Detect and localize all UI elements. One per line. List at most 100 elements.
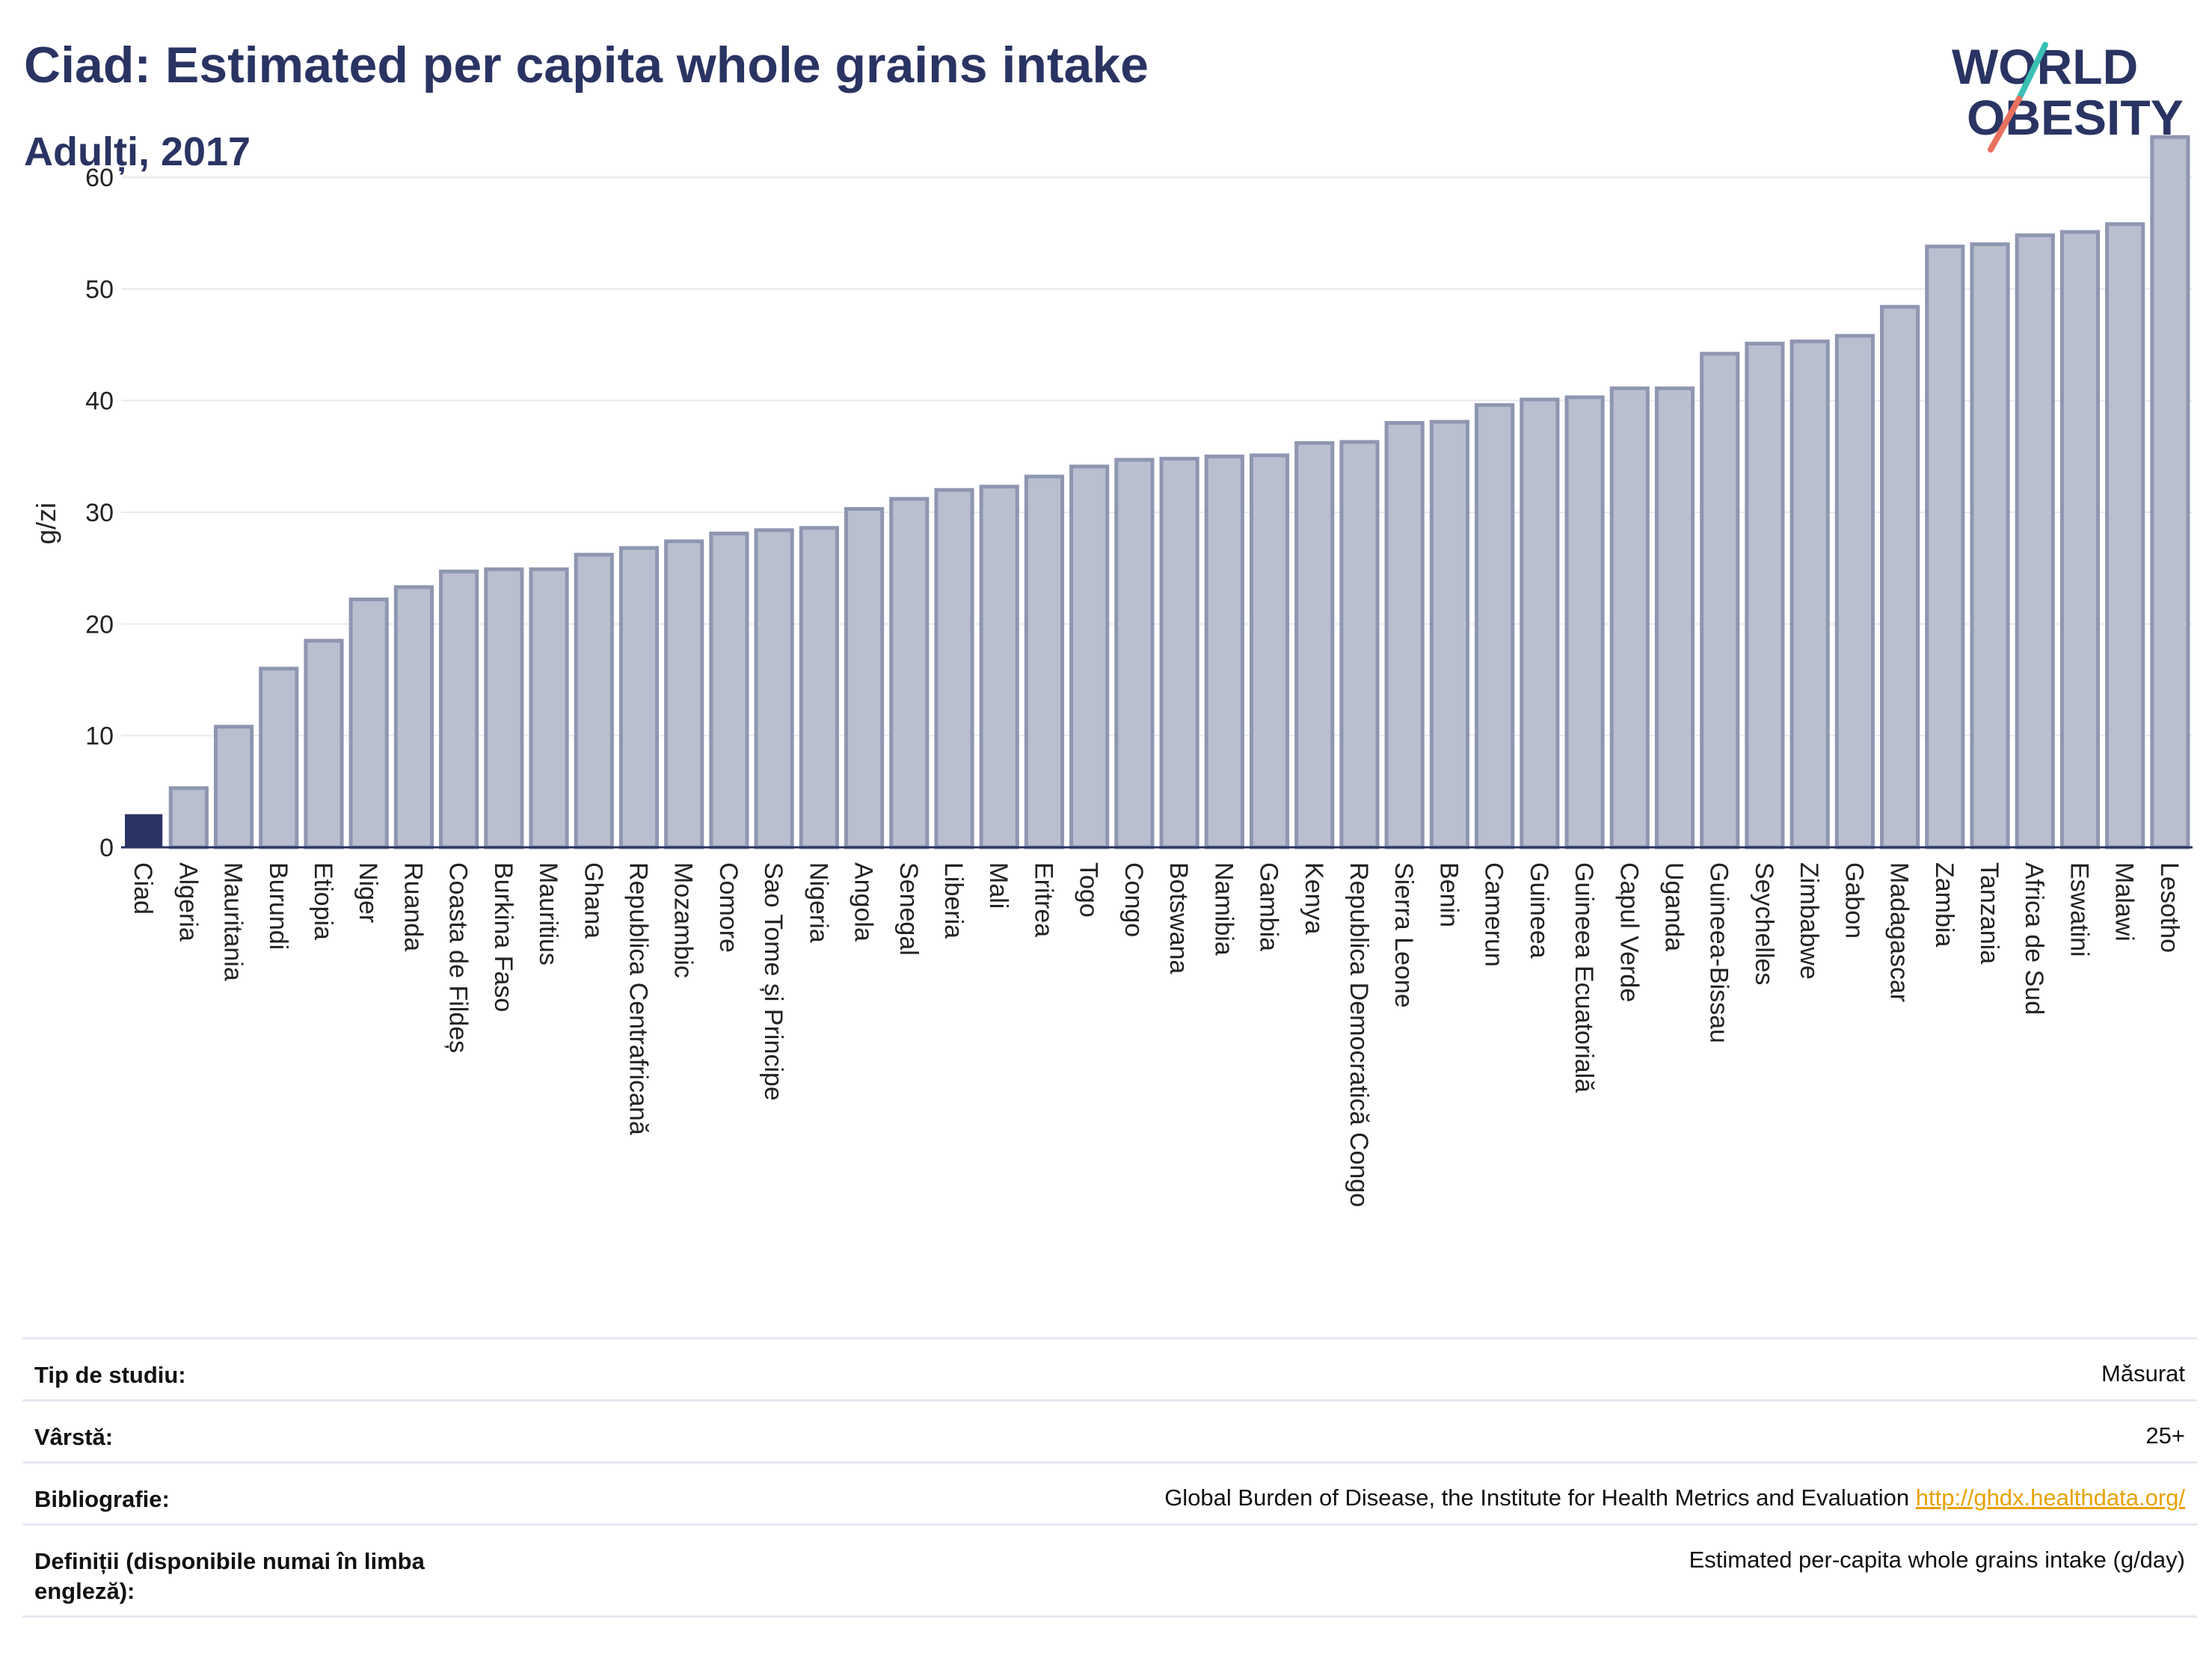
- bar-mauritius: [529, 567, 569, 850]
- x-tick-label: Eritrea: [1029, 862, 1057, 937]
- bibliography-link[interactable]: http://ghdx.healthdata.org/: [1915, 1484, 2185, 1511]
- bar-malawi: [2105, 222, 2145, 850]
- meta-row-study-type: Tip de studiu: Măsurat: [22, 1337, 2197, 1399]
- x-tick-label: Etiopia: [309, 862, 337, 940]
- x-tick-label: Guineea: [1525, 862, 1553, 959]
- meta-row-definitions: Definiții (disponibile numai în limba en…: [22, 1523, 2197, 1618]
- bar-burundi: [259, 666, 299, 850]
- y-tick-label: 60: [85, 164, 114, 192]
- bar-camerun: [1475, 403, 1515, 850]
- bar-ghana: [574, 553, 614, 850]
- x-tick-label: Zimbabwe: [1795, 862, 1823, 980]
- y-tick-label: 0: [99, 834, 114, 862]
- x-tick-label: Malawi: [2110, 862, 2139, 942]
- y-axis-label: g/zi: [31, 503, 61, 544]
- x-tick-label: Tanzania: [1975, 862, 2003, 964]
- x-tick-label: Uganda: [1660, 862, 1689, 951]
- x-tick-label: Congo: [1119, 862, 1148, 937]
- bibliography-label: Bibliografie:: [34, 1486, 170, 1512]
- x-tick-label: Togo: [1075, 862, 1103, 918]
- meta-row-age: Vârstă: 25+: [22, 1399, 2197, 1461]
- x-tick-label: Republica Democratică Congo: [1345, 862, 1373, 1207]
- bibliography-value: Global Burden of Disease, the Institute …: [1164, 1484, 2185, 1511]
- x-tick-label: Madagascar: [1885, 862, 1914, 1002]
- bar-republica-centrafricană: [618, 546, 660, 850]
- y-tick-label: 30: [85, 499, 114, 527]
- bar-eritrea: [1024, 474, 1065, 850]
- bar-zambia: [1925, 245, 1965, 850]
- logo-slash-coral: [1988, 96, 2022, 153]
- x-tick-label: Capul Verde: [1615, 862, 1643, 1002]
- bar-angola: [844, 507, 885, 850]
- bar-ruanda: [393, 585, 434, 850]
- bar-gambia: [1249, 453, 1290, 850]
- bar-liberia: [934, 488, 974, 850]
- x-tick-label: Zambia: [1930, 862, 1958, 947]
- bar-congo: [1114, 458, 1155, 850]
- bar-uganda: [1654, 386, 1695, 850]
- bar-republica-democratică-congo: [1339, 440, 1380, 850]
- x-tick-label: Angola: [850, 862, 878, 942]
- x-tick-label: Guineea Ecuatorială: [1570, 862, 1598, 1093]
- world-obesity-logo: WORLD OBESITY: [1952, 39, 2184, 153]
- definitions-label: Definiții (disponibile numai în limba en…: [34, 1548, 425, 1604]
- y-axis-ticks: 0 10 20 30 40 50 60: [85, 164, 114, 862]
- bar-kenya: [1294, 440, 1335, 850]
- x-tick-label: Coasta de Fildeș: [444, 862, 473, 1053]
- x-tick-label: Niger: [354, 862, 382, 923]
- age-label: Vârstă:: [34, 1424, 114, 1450]
- bar-togo: [1069, 464, 1110, 850]
- bar-senegal: [889, 497, 930, 850]
- x-tick-label: Namibia: [1209, 862, 1238, 956]
- chart-title: Ciad: Estimated per capita whole grains …: [24, 37, 1149, 93]
- bars: [125, 135, 2190, 850]
- meta-row-bibliography: Bibliografie: Global Burden of Disease, …: [22, 1461, 2197, 1523]
- bar-botswana: [1159, 456, 1199, 850]
- x-tick-label: Republica Centrafricană: [624, 862, 653, 1135]
- study-type-value: Măsurat: [2101, 1360, 2185, 1387]
- study-type-label: Tip de studiu:: [34, 1362, 186, 1388]
- bar-madagascar: [1880, 304, 1920, 850]
- x-tick-label: Senegal: [894, 862, 923, 956]
- x-tick-label: Ruanda: [399, 862, 427, 951]
- x-tick-label: Sierra Leone: [1389, 862, 1418, 1008]
- y-tick-label: 20: [85, 610, 114, 639]
- x-tick-label: Sao Tome și Principe: [759, 862, 787, 1101]
- x-tick-label: Gabon: [1840, 862, 1868, 939]
- x-tick-label: Botswana: [1164, 862, 1193, 974]
- y-tick-label: 40: [85, 387, 114, 416]
- x-tick-label: Mali: [984, 862, 1013, 909]
- logo-line2: OBESITY: [1967, 90, 2184, 145]
- chart-subtitle: Adulți, 2017: [24, 129, 251, 174]
- x-tick-label: Nigeria: [804, 862, 832, 943]
- y-tick-label: 10: [85, 722, 114, 751]
- x-tick-label: Gambia: [1255, 862, 1283, 951]
- bar-eswatini: [2059, 230, 2101, 850]
- x-tick-label: Burkina Faso: [489, 862, 517, 1012]
- x-tick-label: Burundi: [264, 862, 292, 950]
- bar-coasta-de-fildeș: [439, 569, 479, 850]
- bar-chart: 0 10 20 30 40 50 60 Ciad Algeria Mauritania Burun…: [31, 135, 2193, 1207]
- x-tick-label: Mauritius: [534, 862, 562, 965]
- bar-nigeria: [799, 526, 839, 850]
- bar-comore: [709, 531, 749, 850]
- definitions-value: Estimated per-capita whole grains intake…: [1689, 1547, 2185, 1573]
- logo-slash-teal: [2016, 42, 2048, 102]
- bar-tanzania: [1970, 242, 2010, 850]
- bar-capul-verde: [1609, 386, 1650, 850]
- bar-mauritania: [213, 725, 254, 850]
- bar-guineea-ecuatorială: [1564, 395, 1605, 850]
- bar-gabon: [1834, 334, 1875, 850]
- x-tick-label: Eswatini: [2065, 862, 2093, 957]
- bibliography-text: Global Burden of Disease, the Institute …: [1164, 1484, 1916, 1511]
- bar-algeria: [168, 786, 209, 850]
- x-tick-label: Liberia: [939, 862, 968, 939]
- bar-ciad: [125, 814, 163, 849]
- x-tick-label: Seychelles: [1750, 862, 1778, 985]
- x-tick-label: Lesotho: [2155, 862, 2184, 953]
- x-tick-label: Guineea-Bissau: [1705, 862, 1733, 1043]
- y-tick-label: 50: [85, 275, 114, 304]
- x-tick-label: Kenya: [1300, 862, 1328, 934]
- x-tick-label: Comore: [714, 862, 743, 953]
- bar-etiopia: [304, 639, 344, 850]
